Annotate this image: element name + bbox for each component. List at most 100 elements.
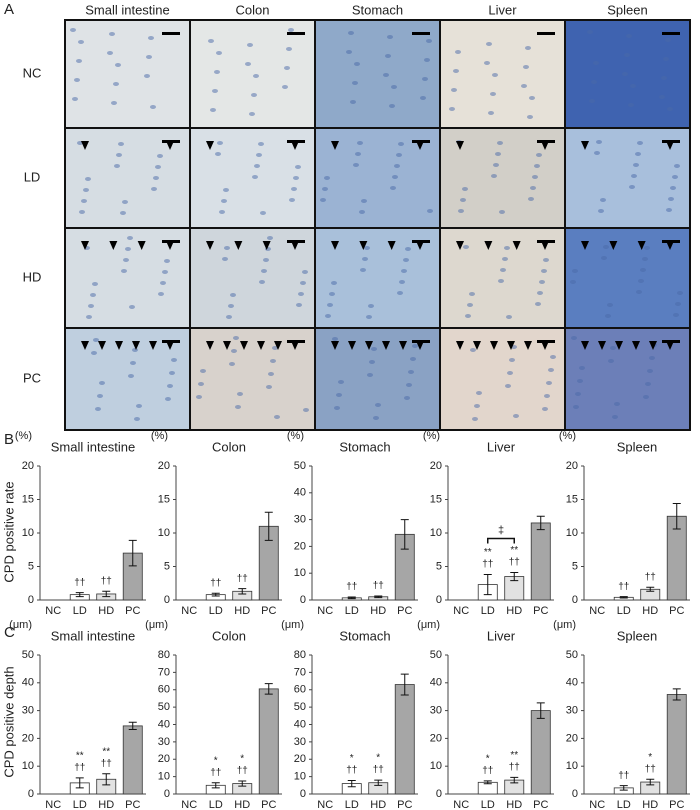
nucleus bbox=[128, 374, 134, 378]
nucleus bbox=[293, 176, 299, 180]
arrowhead bbox=[234, 241, 243, 250]
nucleus bbox=[474, 404, 480, 408]
unit-label: (μm) bbox=[145, 619, 168, 631]
y-tick-label: 40 bbox=[158, 718, 170, 730]
nucleus bbox=[76, 59, 82, 63]
nucleus bbox=[150, 105, 156, 109]
nucleus bbox=[476, 391, 482, 395]
nucleus bbox=[214, 70, 220, 74]
nucleus bbox=[629, 185, 635, 189]
column-header: Liver bbox=[488, 2, 517, 17]
nucleus bbox=[493, 163, 499, 167]
nucleus bbox=[535, 302, 541, 306]
nucleus bbox=[492, 73, 498, 77]
error-bar bbox=[672, 503, 681, 530]
nucleus bbox=[162, 270, 168, 274]
y-tick-label: 10 bbox=[294, 567, 306, 579]
nucleus bbox=[86, 315, 92, 319]
unit-label: (μm) bbox=[9, 619, 32, 631]
nucleus bbox=[235, 405, 241, 409]
nucleus bbox=[399, 280, 405, 284]
arrowhead bbox=[206, 241, 214, 250]
nucleus bbox=[530, 186, 536, 190]
y-tick-label: 30 bbox=[294, 736, 306, 748]
nucleus bbox=[637, 141, 643, 145]
x-tick-label: HD bbox=[98, 799, 114, 810]
nucleus bbox=[120, 211, 126, 215]
column-header: Small intestine bbox=[85, 2, 170, 17]
x-tick-label: PC bbox=[669, 605, 684, 617]
nucleus bbox=[633, 163, 639, 167]
arrowhead bbox=[274, 341, 282, 350]
y-tick-label: 5 bbox=[28, 560, 34, 572]
nucleus bbox=[659, 95, 665, 99]
nucleus bbox=[673, 313, 679, 317]
nucleus bbox=[500, 268, 506, 272]
arrowhead bbox=[81, 141, 89, 150]
nucleus bbox=[130, 361, 136, 365]
arrowhead bbox=[524, 341, 532, 350]
arrowhead bbox=[637, 241, 646, 250]
nucleus bbox=[490, 92, 496, 96]
nucleus bbox=[332, 337, 338, 341]
nucleus bbox=[537, 291, 543, 295]
nucleus bbox=[121, 269, 127, 273]
nucleus bbox=[237, 392, 243, 396]
nucleus bbox=[222, 257, 228, 261]
nucleus bbox=[354, 62, 360, 66]
nucleus bbox=[513, 414, 519, 418]
nucleus bbox=[624, 53, 630, 57]
nucleus bbox=[528, 197, 534, 201]
nucleus bbox=[666, 208, 672, 212]
nucleus bbox=[303, 408, 309, 412]
nucleus bbox=[157, 154, 163, 158]
x-tick-label: NC bbox=[453, 799, 469, 810]
arrowhead bbox=[331, 141, 339, 150]
nucleus bbox=[453, 69, 459, 73]
nucleus bbox=[642, 257, 648, 261]
nucleus bbox=[93, 338, 99, 342]
arrowhead bbox=[666, 341, 674, 350]
nucleus bbox=[247, 43, 253, 47]
arrowhead bbox=[132, 341, 140, 350]
nucleus bbox=[622, 72, 628, 76]
nucleus bbox=[507, 371, 513, 375]
nucleus bbox=[125, 247, 131, 251]
bar bbox=[258, 688, 279, 795]
nucleus bbox=[383, 73, 389, 77]
nucleus bbox=[385, 54, 391, 58]
significance-mark: †† bbox=[482, 766, 493, 777]
nucleus bbox=[364, 246, 370, 250]
nucleus bbox=[571, 336, 577, 340]
significance-mark: †† bbox=[237, 573, 248, 584]
nucleus bbox=[424, 58, 430, 62]
unit-label: (%) bbox=[15, 430, 32, 442]
x-tick-label: LD bbox=[209, 605, 223, 617]
nucleus bbox=[134, 417, 140, 421]
nucleus bbox=[607, 303, 613, 307]
nucleus bbox=[488, 111, 494, 115]
x-tick-label: HD bbox=[234, 799, 250, 810]
nucleus bbox=[99, 381, 105, 385]
arrowhead bbox=[484, 241, 493, 250]
bar bbox=[530, 522, 551, 601]
y-tick-label: 80 bbox=[294, 649, 306, 661]
nucleus bbox=[451, 88, 457, 92]
nucleus bbox=[289, 198, 295, 202]
chart-title: Liver bbox=[487, 628, 516, 643]
arrowhead bbox=[115, 341, 123, 350]
significance-mark: ** bbox=[102, 746, 110, 757]
error-bar bbox=[128, 539, 137, 567]
error-bar bbox=[264, 511, 273, 541]
nucleus bbox=[288, 28, 294, 32]
error-bar bbox=[347, 596, 356, 600]
x-tick-label: PC bbox=[261, 799, 276, 810]
nucleus bbox=[408, 370, 414, 374]
nucleus bbox=[594, 151, 600, 155]
x-tick-label: NC bbox=[317, 799, 333, 810]
nucleus bbox=[355, 152, 361, 156]
arrowhead bbox=[223, 341, 231, 350]
nucleus bbox=[200, 369, 206, 373]
y-tick-label: 15 bbox=[158, 493, 170, 505]
x-tick-label: HD bbox=[642, 605, 658, 617]
